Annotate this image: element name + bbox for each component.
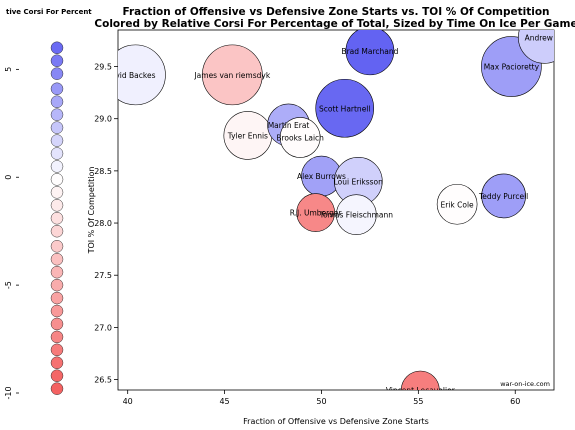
x-axis-ticks: 40 45 50 55 60 (123, 390, 520, 406)
x-tick-label: 50 (316, 397, 326, 406)
legend-tick-label: -5 (4, 281, 13, 289)
bubbles (118, 30, 554, 390)
legend-swatch (50, 356, 64, 370)
legend-swatch (50, 199, 64, 212)
bubble-label: Loui Eriksson (334, 177, 384, 186)
bubble (481, 173, 526, 219)
legend-swatch (50, 211, 64, 225)
x-axis-label: Fraction of Offensive vs Defensive Zone … (243, 417, 429, 426)
legend-swatch (50, 343, 64, 357)
y-tick-label: 27.0 (94, 323, 112, 332)
bubble (336, 194, 377, 235)
legend-swatch (50, 369, 64, 382)
bubble-label: Brooks Laich (276, 133, 324, 142)
legend-swatch (50, 121, 64, 134)
legend-swatch (50, 240, 64, 253)
bubble (279, 117, 321, 158)
y-axis-label: TOI % Of Competition (87, 167, 96, 255)
y-tick-label: 29.5 (94, 63, 112, 72)
bubble (202, 44, 263, 106)
legend-swatch (50, 304, 64, 318)
legend-swatch (50, 108, 64, 121)
legend-ticks: 5 0 -5 -10 (4, 67, 19, 400)
bubble-label: Tyler Ennis (227, 131, 268, 140)
watermark: war-on-ice.com (500, 380, 550, 388)
legend-swatch (50, 67, 64, 80)
bubble (436, 183, 478, 225)
legend-swatch (50, 252, 64, 266)
y-tick-label: 28.0 (94, 219, 112, 228)
legend-tick-label: 0 (4, 175, 13, 180)
legend-swatch (50, 147, 64, 160)
bubble-label: James van riemsdyk (193, 71, 270, 80)
bubble-label: Alex Burrows (297, 172, 346, 181)
legend-swatch (50, 330, 64, 344)
legend-swatch (50, 54, 64, 67)
legend-swatch (50, 82, 64, 96)
bubble-label: Erik Cole (441, 200, 475, 209)
bubble-label: Andrew La (525, 33, 564, 42)
bubble-label: Tomas Fleischmann (319, 211, 394, 220)
x-tick-label: 40 (123, 397, 133, 406)
chart-title-line1: Fraction of Offensive vs Defensive Zone … (122, 6, 549, 18)
bubble (315, 78, 375, 138)
bubble (518, 30, 554, 64)
bubble-label: Brad Marchand (341, 47, 398, 56)
y-tick-label: 29.0 (94, 115, 112, 124)
y-tick-label: 27.5 (94, 271, 112, 280)
bubble (296, 193, 335, 232)
legend-swatch (50, 382, 64, 395)
bubble-label: Max Pacioretty (484, 63, 540, 72)
legend-tick-label: -10 (4, 386, 13, 399)
bubble-label: Vincent Lecavalier (386, 386, 456, 395)
bubble-label: Scott Hartnell (319, 104, 371, 113)
legend-swatch (50, 186, 64, 199)
legend-swatch (50, 317, 64, 331)
legend-swatch (50, 278, 64, 292)
legend-swatch (50, 224, 64, 238)
x-tick-label: 45 (219, 397, 229, 406)
legend-swatch (50, 41, 64, 55)
legend-swatch (50, 95, 64, 108)
legend-swatch (50, 265, 64, 279)
bubble-label: Teddy Purcell (478, 192, 528, 201)
x-tick-label: 55 (413, 397, 423, 406)
bubble-label: Martin Erat (268, 121, 310, 130)
y-axis-ticks: 26.5 27.0 27.5 28.0 28.5 29.0 29.5 (94, 63, 118, 385)
legend-swatch (50, 134, 64, 147)
bubble (400, 370, 440, 390)
legend-swatch (50, 173, 64, 186)
y-tick-label: 26.5 (94, 376, 112, 385)
legend-swatch (50, 291, 64, 305)
bubble-label: R.J. Umberger (290, 209, 343, 218)
legend-swatch (50, 160, 64, 173)
bubble (345, 30, 395, 76)
legend-tick-label: 5 (4, 67, 13, 72)
x-tick-label: 60 (510, 397, 520, 406)
chart-title-line2: Colored by Relative Corsi For Percentage… (94, 18, 575, 30)
y-tick-label: 28.5 (94, 167, 112, 176)
bubble-label: vid Backes (115, 71, 155, 80)
legend-circles (50, 41, 64, 395)
legend-title: tive Corsi For Percent (6, 8, 92, 16)
bubble (118, 44, 166, 106)
